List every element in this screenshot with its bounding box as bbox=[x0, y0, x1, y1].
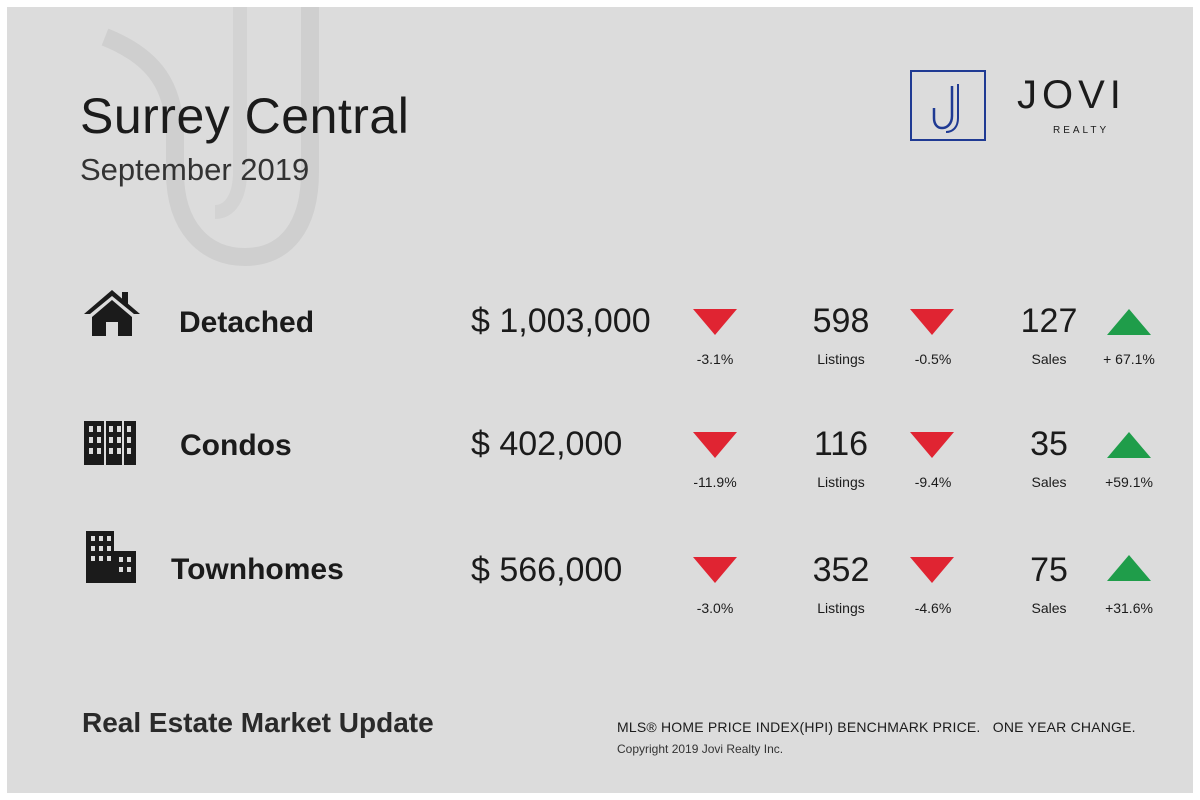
category-label: Townhomes bbox=[171, 553, 344, 586]
trend-down-icon bbox=[693, 557, 737, 583]
price-change: -3.0% bbox=[696, 600, 734, 616]
sales-count: 35 bbox=[1030, 425, 1068, 463]
benchmark-price: $ 1,003,000 bbox=[471, 302, 651, 340]
benchmark-price: $ 566,000 bbox=[471, 551, 623, 589]
category-label: Condos bbox=[180, 429, 292, 462]
price-change: -11.9% bbox=[693, 474, 737, 490]
sales-change: + 67.1% bbox=[1103, 351, 1155, 367]
house-icon bbox=[84, 290, 140, 336]
price-change: -3.1% bbox=[696, 351, 734, 367]
trend-up-icon bbox=[1107, 309, 1151, 335]
listings-count: 116 bbox=[813, 425, 869, 463]
listings-change: -4.6% bbox=[914, 600, 952, 616]
listings-count: 352 bbox=[812, 551, 870, 589]
footer-title: Real Estate Market Update bbox=[82, 707, 434, 738]
sales-label: Sales bbox=[1031, 474, 1067, 490]
trend-down-icon bbox=[910, 432, 954, 458]
market-update-card: Surrey Central September 2019 JOVI REALT… bbox=[7, 7, 1193, 793]
j-monogram-icon bbox=[932, 84, 959, 133]
sales-label: Sales bbox=[1031, 600, 1067, 616]
trend-down-icon bbox=[693, 309, 737, 335]
page-title: Surrey Central bbox=[80, 88, 410, 144]
row-detached: Detached $ 1,003,000 -3.1% 598 Listings … bbox=[7, 282, 1193, 372]
listings-change: -0.5% bbox=[914, 351, 952, 367]
listings-change: -9.4% bbox=[914, 474, 952, 490]
footer-note: MLS® HOME PRICE INDEX(HPI) BENCHMARK PRI… bbox=[617, 719, 1136, 735]
jovi-logo-mark bbox=[910, 70, 986, 141]
sales-count: 127 bbox=[1020, 302, 1078, 340]
listings-count: 598 bbox=[812, 302, 870, 340]
row-condos: Condos $ 402,000 -11.9% 116 Listings -9.… bbox=[7, 405, 1193, 495]
footer-copyright: Copyright 2019 Jovi Realty Inc. bbox=[617, 742, 784, 756]
brand-name: JOVI bbox=[1017, 73, 1126, 117]
trend-down-icon bbox=[910, 309, 954, 335]
sales-change: +59.1% bbox=[1105, 474, 1153, 490]
trend-up-icon bbox=[1107, 555, 1151, 581]
listings-label: Listings bbox=[817, 474, 865, 490]
page-subtitle: September 2019 bbox=[80, 152, 310, 187]
sales-label: Sales bbox=[1031, 351, 1067, 367]
category-label: Detached bbox=[179, 306, 315, 339]
watermark-logo-icon bbox=[101, 7, 319, 267]
townhome-building-icon bbox=[86, 531, 136, 583]
brand-subtitle: REALTY bbox=[1053, 125, 1110, 136]
row-townhomes: Townhomes $ 566,000 -3.0% 352 Listings -… bbox=[7, 529, 1193, 619]
benchmark-price: $ 402,000 bbox=[471, 425, 623, 463]
sales-count: 75 bbox=[1030, 551, 1068, 589]
trend-down-icon bbox=[693, 432, 737, 458]
trend-down-icon bbox=[910, 557, 954, 583]
listings-label: Listings bbox=[817, 600, 865, 616]
listings-label: Listings bbox=[817, 351, 865, 367]
trend-up-icon bbox=[1107, 432, 1151, 458]
sales-change: +31.6% bbox=[1105, 600, 1153, 616]
condo-building-icon bbox=[84, 419, 136, 465]
